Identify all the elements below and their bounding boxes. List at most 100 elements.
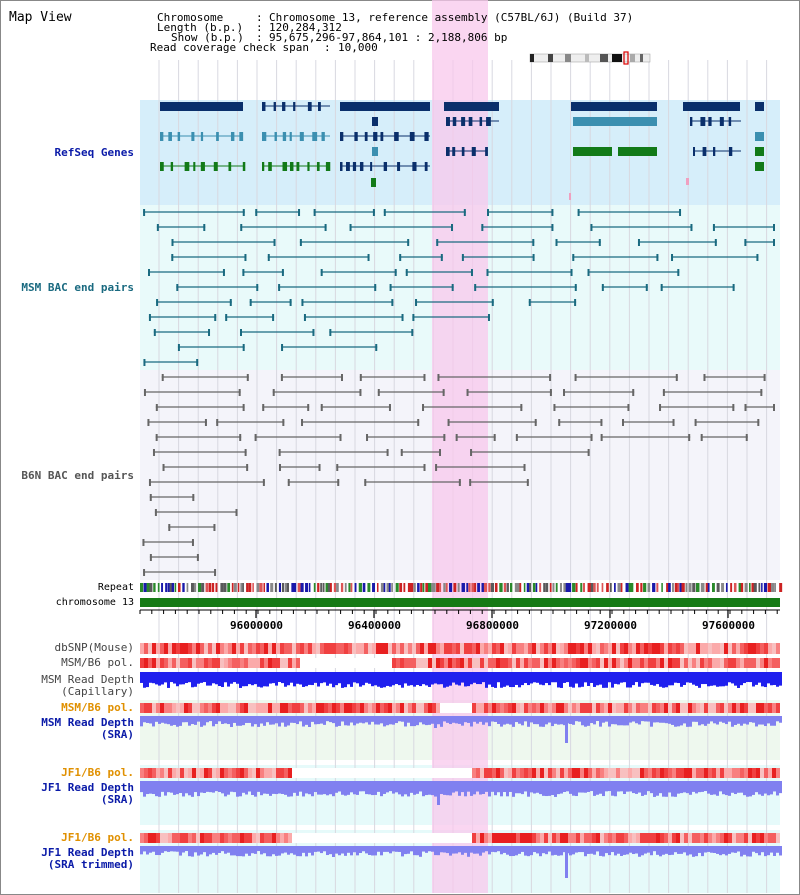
read-depth-bar (314, 672, 317, 683)
polymorphism-cell (252, 643, 256, 654)
read-depth-bar (743, 781, 746, 796)
read-depth-bar (764, 672, 767, 688)
polymorphism-cell (372, 833, 376, 843)
polymorphism-cell (256, 703, 260, 713)
read-depth-bar (155, 672, 158, 685)
read-depth-bar (212, 672, 215, 684)
polymorphism-cell (188, 643, 192, 654)
read-depth-bar (728, 781, 731, 796)
polymorphism-cell (420, 658, 424, 668)
read-depth-bar (194, 672, 197, 687)
gene-exon (191, 132, 195, 141)
polymorphism-cell (480, 643, 484, 654)
polymorphism-cell (620, 643, 624, 654)
bac-end-marker (600, 419, 603, 426)
bac-end-marker (439, 449, 442, 456)
read-depth-bar (281, 716, 284, 723)
read-depth-bar (740, 716, 743, 726)
polymorphism-cell (156, 703, 160, 713)
read-depth-bar (674, 781, 677, 797)
read-depth-bar (683, 846, 686, 853)
read-depth-bar (683, 672, 686, 686)
read-depth-bar (338, 781, 341, 792)
read-depth-bar (314, 846, 317, 852)
polymorphism-cell (304, 703, 308, 713)
read-depth-bar (332, 846, 335, 857)
polymorphism-cell (276, 643, 280, 654)
read-depth-bar (500, 846, 503, 855)
polymorphism-cell (292, 658, 296, 668)
polymorphism-cell (664, 768, 668, 778)
read-depth-bar (419, 672, 422, 687)
polymorphism-cell (204, 703, 208, 713)
read-depth-bar (404, 781, 407, 795)
read-depth-bar (329, 672, 332, 684)
read-depth-bar (290, 716, 293, 723)
gene-exon (316, 162, 320, 171)
read-depth-bar (689, 781, 692, 795)
repeat-element (668, 583, 671, 592)
read-depth-bar (164, 672, 167, 683)
ideogram-band (600, 54, 608, 62)
read-depth-bar (497, 846, 500, 852)
read-depth-bar (362, 781, 365, 792)
polymorphism-cell (168, 833, 172, 843)
read-depth-bar (206, 846, 209, 857)
polymorphism-cell (352, 658, 356, 668)
polymorphism-cell (676, 703, 680, 713)
read-depth-bar (566, 672, 569, 683)
polymorphism-cell (324, 768, 328, 778)
read-depth-bar (311, 846, 314, 856)
gene-exon (446, 117, 450, 126)
polymorphism-cell (492, 833, 496, 843)
polymorphism-cell (348, 768, 352, 778)
read-depth-bar (167, 846, 170, 852)
polymorphism-cell (524, 768, 528, 778)
polymorphism-cell (444, 658, 448, 668)
read-depth-bar (710, 672, 713, 686)
read-depth-bar (686, 672, 689, 683)
read-depth-bar (581, 672, 584, 687)
polymorphism-cell (728, 643, 732, 654)
polymorphism-cell (632, 643, 636, 654)
read-depth-bar (341, 846, 344, 854)
read-depth-bar (416, 672, 419, 685)
read-depth-bar (143, 672, 146, 688)
polymorphism-cell (488, 643, 492, 654)
polymorphism-cell (760, 703, 764, 713)
polymorphism-cell (496, 643, 500, 654)
bac-end-marker (149, 554, 152, 561)
gene-exon (693, 147, 696, 156)
read-depth-bar (488, 781, 491, 797)
read-depth-bar (437, 672, 440, 685)
polymorphism-cell (212, 768, 216, 778)
gene-exon (424, 162, 428, 171)
read-depth-bar (278, 781, 281, 794)
read-depth-bar (509, 672, 512, 688)
polymorphism-cell (248, 643, 252, 654)
read-depth-bar (683, 716, 686, 724)
polymorphism-cell (740, 658, 744, 668)
polymorphism-cell (700, 658, 704, 668)
read-depth-bar (260, 716, 263, 724)
polymorphism-cell (520, 658, 524, 668)
read-depth-bar (515, 781, 518, 794)
polymorphism-cell (728, 833, 732, 843)
polymorphism-cell (504, 703, 508, 713)
read-depth-bar (506, 846, 509, 855)
read-depth-bar (722, 672, 725, 687)
read-depth-bar (302, 846, 305, 853)
polymorphism-cell (208, 643, 212, 654)
bac-end-marker (242, 269, 245, 276)
polymorphism-cell (560, 703, 564, 713)
read-depth-bar (752, 672, 755, 687)
polymorphism-cell (668, 658, 672, 668)
polymorphism-cell (228, 768, 232, 778)
repeat-element (468, 583, 471, 592)
polymorphism-cell (400, 768, 404, 778)
bac-end-marker (660, 284, 663, 291)
polymorphism-cell (744, 768, 748, 778)
repeat-element (516, 583, 521, 592)
polymorphism-cell (424, 833, 428, 843)
